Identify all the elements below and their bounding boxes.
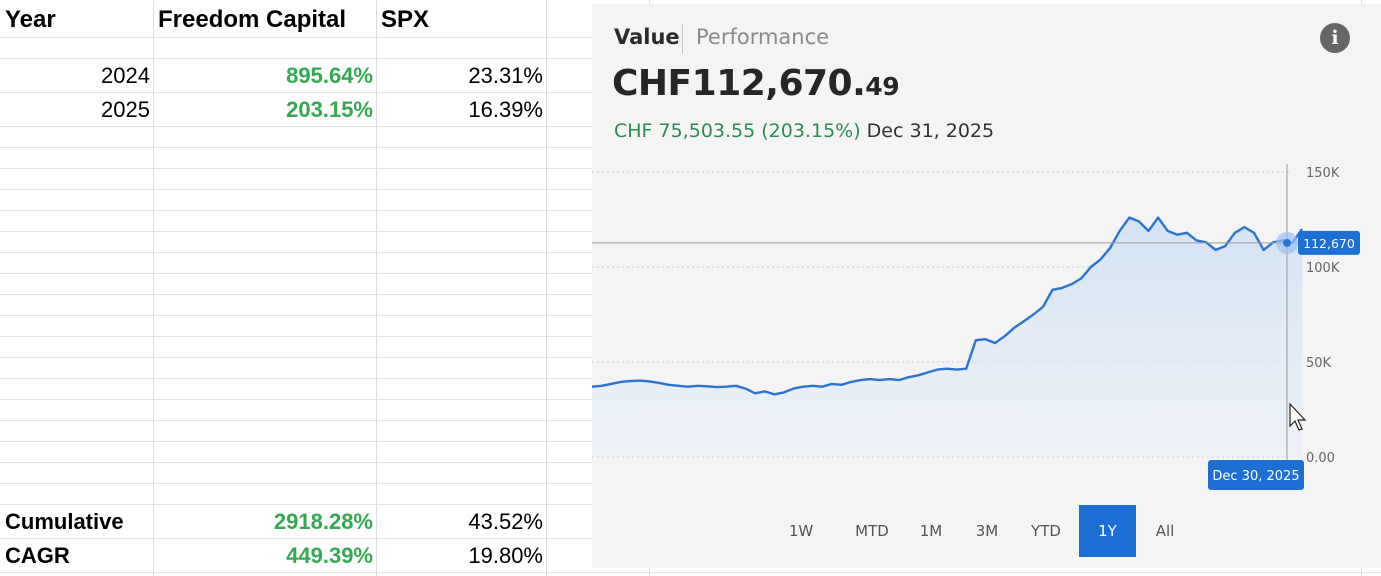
header-spx[interactable]: SPX	[381, 6, 430, 33]
portfolio-value-main: CHF112,670.	[612, 63, 866, 104]
value-area	[592, 217, 1302, 457]
y-tick-label: 0.00	[1306, 451, 1335, 466]
header-freedom-capital[interactable]: Freedom Capital	[158, 6, 347, 33]
column-divider	[376, 0, 377, 576]
value-change: CHF 75,503.55 (203.15%) Dec 31, 2025	[614, 120, 994, 142]
range-button-1m[interactable]: 1M	[919, 522, 943, 540]
y-tick-label: 100K	[1306, 261, 1340, 276]
range-button-1y[interactable]: 1Y	[1079, 505, 1136, 557]
crosshair-value-badge	[1298, 230, 1360, 255]
range-button-ytd[interactable]: YTD	[1031, 522, 1061, 540]
header-year[interactable]: Year	[5, 6, 56, 33]
value-line-chart[interactable]: 150K 100K 50K 0.00 112,670 Dec 30, 2025	[592, 164, 1381, 499]
crosshair-date-badge	[1208, 460, 1304, 490]
range-button-mtd[interactable]: MTD	[855, 522, 889, 540]
cell-spx-cumulative[interactable]: 43.52%	[468, 509, 543, 534]
y-tick-label: 150K	[1306, 166, 1340, 181]
cell-year-2024[interactable]: 2024	[101, 63, 150, 88]
column-divider	[546, 0, 547, 576]
tab-performance[interactable]: Performance	[696, 25, 830, 49]
portfolio-chart-card: Value Performance i CHF112,670.49 CHF 75…	[592, 4, 1381, 568]
mouse-cursor-icon	[1289, 402, 1307, 431]
portfolio-value: CHF112,670.49	[612, 63, 900, 104]
change-amount: CHF 75,503.55 (203.15%)	[614, 120, 861, 142]
tab-divider	[682, 24, 683, 54]
tab-value[interactable]: Value	[614, 25, 680, 49]
value-line	[592, 216, 1303, 396]
cell-freedom-cumulative[interactable]: 2918.28%	[273, 509, 373, 534]
cell-freedom-2024[interactable]: 895.64%	[286, 63, 373, 88]
crosshair-value-label: 112,670	[1303, 236, 1355, 251]
cell-spx-2024[interactable]: 23.31%	[468, 63, 543, 88]
cell-spx-cagr[interactable]: 19.80%	[468, 543, 543, 568]
portfolio-value-cents: 49	[865, 72, 900, 101]
change-date: Dec 31, 2025	[866, 120, 995, 142]
cell-cagr-label[interactable]: CAGR	[5, 543, 70, 568]
range-button-1w[interactable]: 1W	[788, 522, 814, 540]
cell-cumulative-label[interactable]: Cumulative	[5, 509, 124, 534]
y-tick-label: 50K	[1306, 356, 1332, 371]
range-selector: 1W MTD 1M 3M YTD 1Y All	[778, 505, 1198, 557]
crosshair-date-label: Dec 30, 2025	[1212, 469, 1299, 484]
cell-freedom-2025[interactable]: 203.15%	[286, 97, 373, 122]
info-icon[interactable]: i	[1320, 23, 1350, 53]
column-divider	[153, 0, 154, 576]
row-divider	[0, 572, 1381, 573]
range-button-3m[interactable]: 3M	[975, 522, 999, 540]
cell-year-2025[interactable]: 2025	[101, 97, 150, 122]
crosshair-point	[1283, 238, 1291, 247]
cell-freedom-cagr[interactable]: 449.39%	[286, 543, 373, 568]
cell-spx-2025[interactable]: 16.39%	[468, 97, 543, 122]
range-button-all[interactable]: All	[1155, 522, 1175, 540]
